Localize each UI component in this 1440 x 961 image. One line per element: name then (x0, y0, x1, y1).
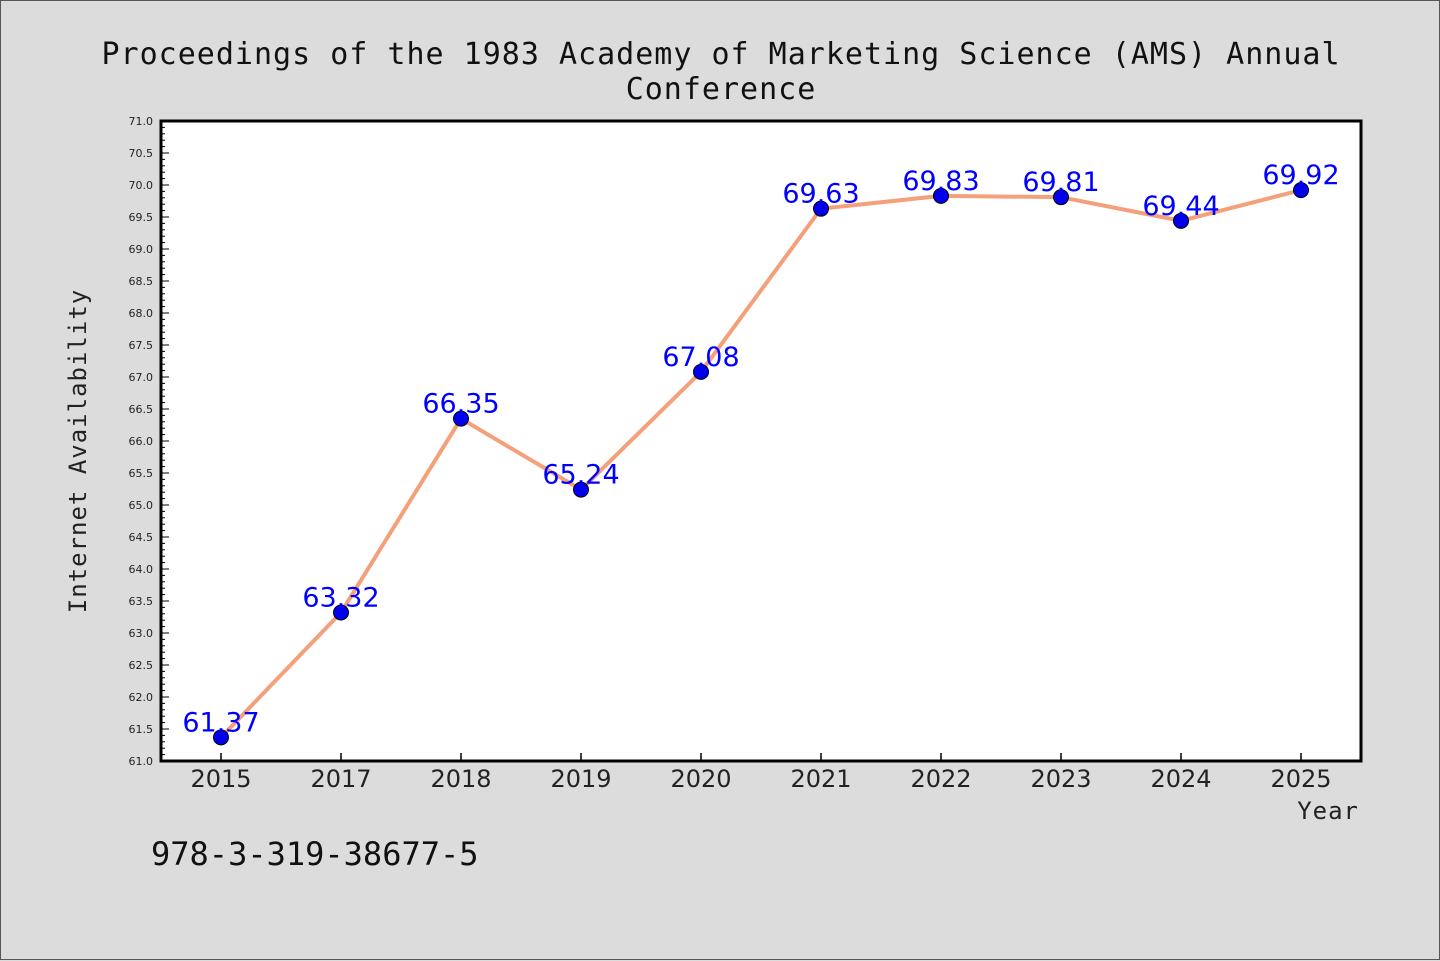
y-axis-ticks: 61.0 61.5 62.0 62.5 63.0 63.5 64.0 64.5 65.0 65.5… (129, 115, 169, 768)
y-tick-label: 69.5 (129, 211, 154, 224)
data-point (213, 729, 229, 746)
x-tick-label: 2025 (1270, 765, 1331, 793)
data-point (693, 363, 709, 380)
data-label: 66.35 (422, 389, 499, 420)
data-points (213, 182, 1309, 746)
y-tick-label: 66.0 (129, 435, 154, 448)
data-label: 69.83 (902, 166, 979, 197)
x-tick-label: 2015 (190, 765, 251, 793)
y-tick-label: 64.0 (129, 563, 154, 576)
y-tick-label: 68.0 (129, 307, 154, 320)
x-tick-label: 2024 (1150, 765, 1211, 793)
data-label: 67.08 (662, 342, 739, 373)
chart-title: Proceedings of the 1983 Academy of Marke… (101, 37, 1341, 107)
y-tick-label: 66.5 (129, 403, 154, 416)
data-labels: 61.37 63.32 66.35 65.24 67.08 69.63 69.83 69.81… (182, 160, 1339, 738)
x-axis-label: Year (1297, 797, 1359, 825)
data-point (933, 187, 949, 204)
x-tick-label: 2017 (310, 765, 371, 793)
y-tick-label: 62.5 (129, 659, 154, 672)
y-tick-label: 68.5 (129, 275, 154, 288)
y-tick-label: 67.5 (129, 339, 154, 352)
data-point (573, 481, 589, 498)
data-label: 69.92 (1262, 160, 1339, 191)
y-tick-label: 61.5 (129, 723, 154, 736)
data-label: 63.32 (302, 583, 379, 614)
y-tick-label: 65.5 (129, 467, 154, 480)
y-tick-label: 70.5 (129, 147, 154, 160)
x-tick-label: 2020 (670, 765, 731, 793)
data-point (333, 604, 349, 621)
data-label: 69.63 (782, 179, 859, 210)
x-tick-label: 2019 (550, 765, 611, 793)
y-axis-label: Internet Availability (64, 288, 92, 614)
y-tick-label: 67.0 (129, 371, 154, 384)
y-tick-label: 61.0 (129, 755, 154, 768)
y-tick-label: 63.0 (129, 627, 154, 640)
data-point (813, 200, 829, 217)
data-label: 69.44 (1142, 191, 1219, 222)
x-tick-label: 2022 (910, 765, 971, 793)
y-tick-label: 64.5 (129, 531, 154, 544)
data-point (1173, 212, 1189, 229)
y-tick-label: 62.0 (129, 691, 154, 704)
y-tick-label: 63.5 (129, 595, 154, 608)
y-tick-label: 69.0 (129, 243, 154, 256)
plot-area (161, 121, 1361, 761)
y-tick-label: 70.0 (129, 179, 154, 192)
data-point (1053, 189, 1069, 206)
y-tick-label: 71.0 (129, 115, 154, 128)
data-point (1293, 182, 1309, 199)
data-point (453, 410, 469, 427)
plot-border (159, 119, 1363, 763)
isbn-text: 978-3-319-38677-5 (151, 835, 479, 873)
x-axis-ticks: 2015 2017 2018 2019 2020 2021 2022 2023 2024 2025 (190, 753, 1332, 793)
data-label: 61.37 (182, 707, 259, 738)
x-tick-label: 2023 (1030, 765, 1091, 793)
x-tick-label: 2021 (790, 765, 851, 793)
series-line (219, 188, 1303, 740)
data-label: 69.81 (1022, 167, 1099, 198)
y-tick-label: 65.0 (129, 499, 154, 512)
x-tick-label: 2018 (430, 765, 491, 793)
data-label: 65.24 (542, 460, 619, 491)
